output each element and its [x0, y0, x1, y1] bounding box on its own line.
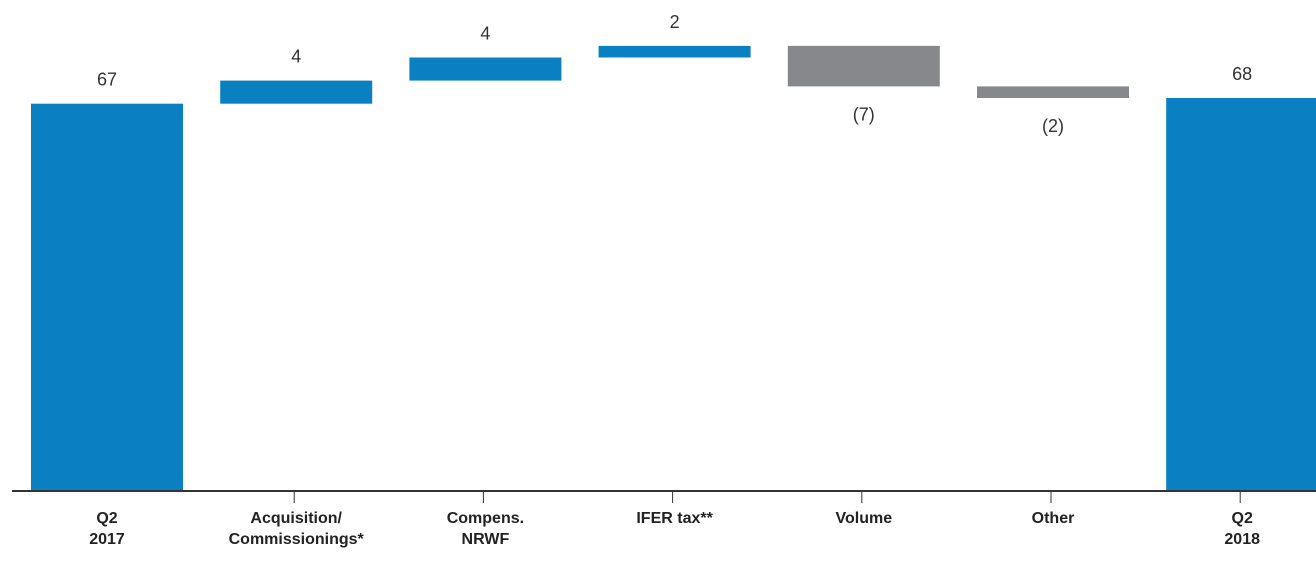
- x-axis-ticks-layer: [293, 491, 1241, 503]
- value-label-7: 68: [1232, 64, 1252, 84]
- bar-7: [1166, 98, 1316, 491]
- category-label-3-line-2: NRWF: [462, 531, 510, 548]
- category-label-2-line-1: Acquisition/: [250, 510, 342, 527]
- value-label-1: 67: [97, 70, 117, 90]
- category-label-1-line-1: Q2: [96, 510, 117, 527]
- category-label-7-line-1: Q2: [1232, 510, 1253, 527]
- category-labels-layer: Q2 2017 Acquisition/Commissionings* Compens…: [89, 510, 1260, 548]
- category-label-1-line-2: 2017: [89, 531, 125, 548]
- category-label-3-line-1: Compens.: [447, 510, 524, 527]
- bar-5: [787, 45, 940, 87]
- value-label-2: 4: [291, 47, 301, 67]
- category-label-7-line-2: 2018: [1224, 531, 1260, 548]
- category-label-4-line-1: IFER tax**: [636, 510, 713, 527]
- category-label-6-line-1: Other: [1032, 510, 1075, 527]
- bar-2: [220, 80, 373, 104]
- category-label-5-line-1: Volume: [835, 510, 892, 527]
- value-label-4: 2: [670, 12, 680, 32]
- value-labels-layer: 67 4 4 2 (7) (2) 68: [97, 12, 1252, 136]
- value-label-3: 4: [480, 24, 490, 44]
- bar-4: [598, 45, 751, 58]
- category-label-2-line-2: Commissionings*: [229, 531, 365, 548]
- bar-1: [31, 103, 183, 491]
- bar-3: [409, 57, 562, 81]
- value-label-5: (7): [853, 104, 875, 124]
- value-label-6: (2): [1042, 116, 1064, 136]
- bars-layer: [31, 45, 1316, 491]
- bar-6: [977, 86, 1129, 98]
